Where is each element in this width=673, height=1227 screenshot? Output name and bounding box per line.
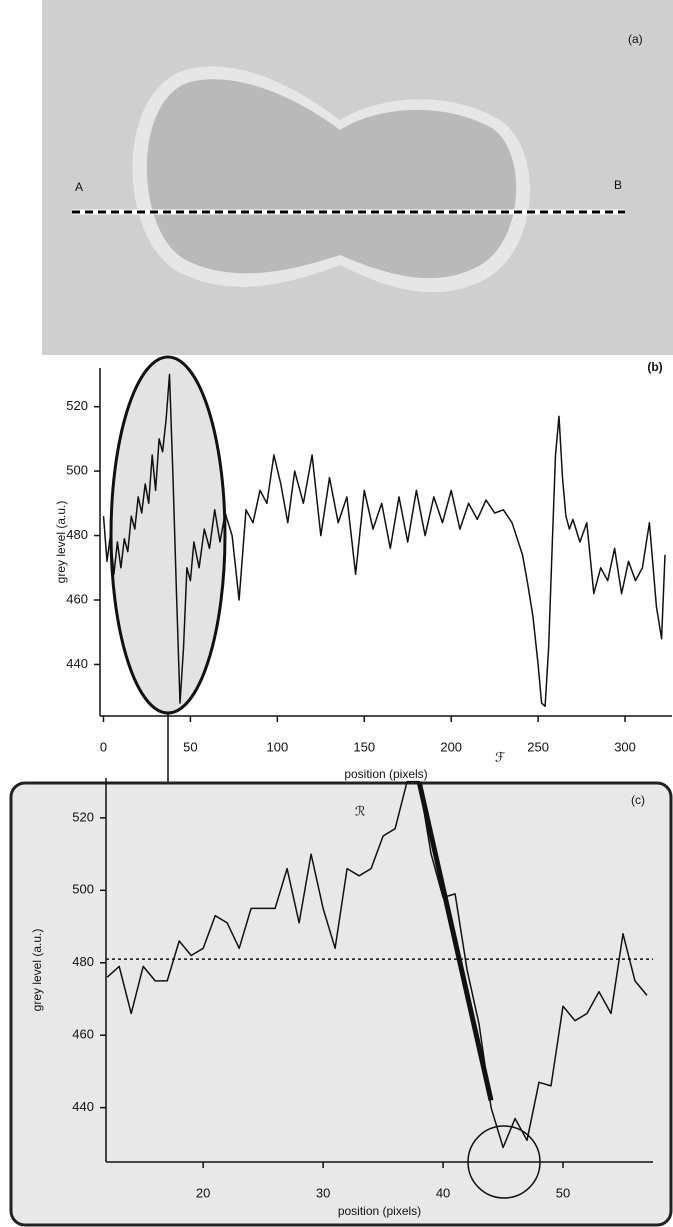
y-axis-label: grey level (a.u.) — [54, 501, 68, 584]
y-tick-label: 520 — [66, 398, 88, 413]
y-tick-label: 460 — [72, 1027, 94, 1042]
y-tick-label: 440 — [72, 1099, 94, 1114]
data-line — [102, 373, 666, 708]
x-axis-label: position (pixels) — [338, 1204, 421, 1218]
y-tick-label: 500 — [66, 463, 88, 478]
panel-label: (a) — [628, 32, 643, 46]
x-tick-label: 150 — [353, 739, 375, 754]
reference-label: ℛ — [355, 805, 365, 820]
y-tick-label: 500 — [72, 882, 94, 897]
x-tick-label: 250 — [527, 739, 549, 754]
x-tick-label: 20 — [196, 1185, 210, 1200]
point-a: A — [75, 180, 83, 194]
x-tick-label: 200 — [440, 739, 462, 754]
panel-title: (c) — [631, 793, 645, 807]
y-tick-label: 520 — [72, 809, 94, 824]
x-tick-label: 100 — [266, 739, 288, 754]
y-tick-label: 460 — [66, 591, 88, 606]
x-tick-label: 300 — [614, 739, 636, 754]
zoom-ellipse — [109, 355, 227, 715]
image-panel: A B (a) — [42, 0, 673, 355]
y-tick-label: 480 — [72, 954, 94, 969]
cell-body — [146, 79, 517, 279]
x-tick-label: 0 — [100, 739, 107, 754]
x-tick-label: 50 — [556, 1185, 570, 1200]
data-line — [106, 780, 648, 1149]
y-tick-label: 480 — [66, 527, 88, 542]
fit-line — [416, 781, 494, 1101]
y-tick-label: 440 — [66, 656, 88, 671]
zoom-panel — [9, 781, 673, 1227]
fit-label: ℱ — [495, 751, 505, 766]
panel-title: (b) — [647, 360, 662, 374]
x-tick-label: 40 — [436, 1185, 450, 1200]
x-tick-label: 30 — [316, 1185, 330, 1200]
point-b: B — [614, 178, 622, 192]
y-axis-label: grey level (a.u.) — [30, 929, 44, 1012]
x-tick-label: 50 — [183, 739, 197, 754]
x-axis-label: position (pixels) — [344, 767, 427, 781]
